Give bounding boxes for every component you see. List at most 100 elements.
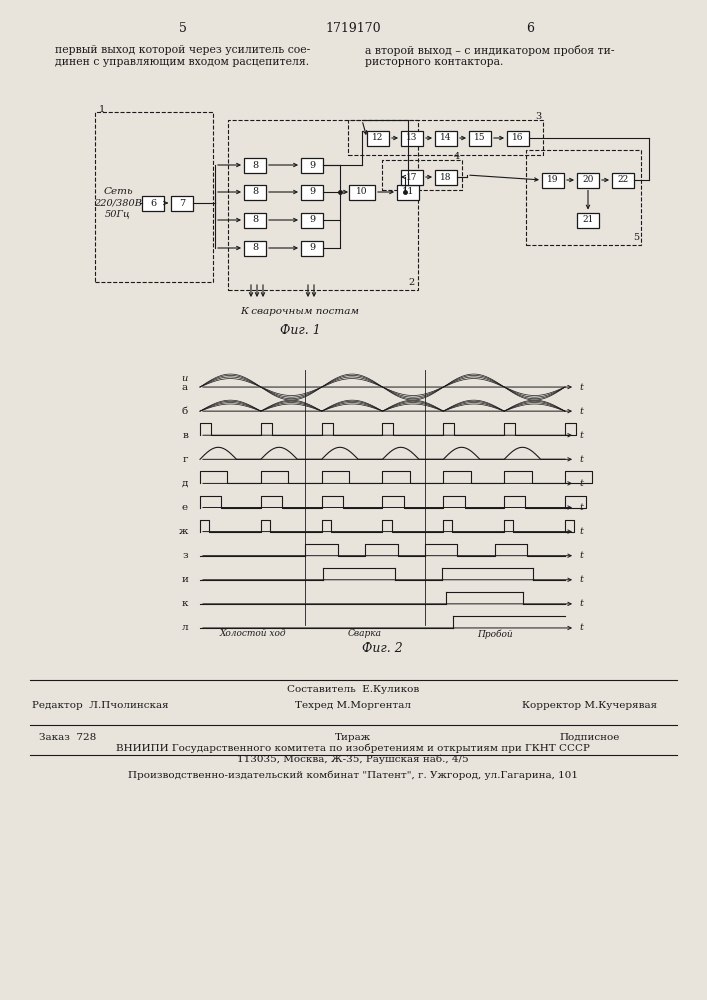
Text: t: t: [579, 431, 583, 440]
Bar: [349, 184, 375, 200]
Text: Фиг. 2: Фиг. 2: [362, 642, 403, 654]
Bar: [348, 120, 543, 155]
Bar: [435, 130, 457, 145]
Bar: [367, 130, 389, 145]
Text: 12: 12: [373, 133, 384, 142]
Bar: [142, 196, 164, 211]
Text: Корректор М.Кучерявая: Корректор М.Кучерявая: [522, 702, 658, 710]
Text: 15: 15: [474, 133, 486, 142]
Text: Заказ  728: Заказ 728: [40, 732, 97, 742]
Text: л: л: [182, 623, 188, 632]
Text: 11: 11: [402, 188, 414, 196]
Text: 6: 6: [526, 21, 534, 34]
Bar: [228, 120, 418, 290]
Text: 8: 8: [252, 188, 258, 196]
Text: 20: 20: [583, 176, 594, 184]
Text: и: и: [181, 575, 188, 584]
Text: Сварка: Сварка: [348, 630, 382, 639]
Text: первый выход которой через усилитель сое-: первый выход которой через усилитель сое…: [55, 45, 310, 55]
Bar: [244, 184, 266, 200]
Text: Пробой: Пробой: [477, 629, 513, 639]
Text: 1: 1: [99, 105, 105, 114]
Text: к: к: [182, 599, 188, 608]
Bar: [397, 184, 419, 200]
Text: 9: 9: [309, 216, 315, 225]
Bar: [244, 213, 266, 228]
Bar: [301, 240, 323, 255]
Bar: [301, 184, 323, 200]
Text: 50Гц: 50Гц: [105, 210, 131, 219]
Text: 16: 16: [513, 133, 524, 142]
Text: Техред М.Моргентал: Техред М.Моргентал: [295, 702, 411, 710]
Text: 9: 9: [309, 160, 315, 169]
Text: Подписное: Подписное: [560, 732, 620, 742]
Text: 14: 14: [440, 133, 452, 142]
Text: 10: 10: [356, 188, 368, 196]
Text: 5: 5: [179, 21, 187, 34]
Text: Производственно-издательский комбинат "Патент", г. Ужгород, ул.Гагарина, 101: Производственно-издательский комбинат "П…: [128, 770, 578, 780]
Text: з: з: [182, 551, 188, 560]
Text: динен с управляющим входом расцепителя.: динен с управляющим входом расцепителя.: [55, 57, 309, 67]
Text: 17: 17: [407, 172, 418, 182]
Text: Редактор  Л.Пчолинская: Редактор Л.Пчолинская: [32, 702, 168, 710]
Text: Составитель  Е.Куликов: Составитель Е.Куликов: [287, 686, 419, 694]
Text: t: t: [579, 623, 583, 632]
Text: Сеть: Сеть: [103, 188, 133, 196]
Text: Тираж: Тираж: [335, 732, 371, 742]
Text: 13: 13: [407, 133, 418, 142]
Bar: [542, 172, 564, 188]
Text: t: t: [579, 503, 583, 512]
Text: б: б: [182, 407, 188, 416]
Text: t: t: [579, 599, 583, 608]
Text: а второй выход – с индикатором пробоя ти-: а второй выход – с индикатором пробоя ти…: [365, 44, 614, 55]
Bar: [244, 240, 266, 255]
Bar: [526, 150, 641, 245]
Text: Холостой ход: Холостой ход: [219, 630, 286, 639]
Bar: [401, 130, 423, 145]
Text: 2: 2: [409, 278, 415, 287]
Text: 22: 22: [617, 176, 629, 184]
Text: а: а: [182, 383, 188, 392]
Text: 8: 8: [252, 216, 258, 225]
Text: t: t: [579, 575, 583, 584]
Text: 1719170: 1719170: [325, 21, 381, 34]
Text: 18: 18: [440, 172, 452, 182]
Text: t: t: [579, 383, 583, 392]
Text: ж: ж: [179, 527, 188, 536]
Text: u: u: [182, 374, 188, 383]
Text: 4: 4: [454, 152, 460, 161]
Text: 7: 7: [179, 198, 185, 208]
Text: t: t: [579, 455, 583, 464]
Text: ристорного контактора.: ристорного контактора.: [365, 57, 503, 67]
Text: 19: 19: [547, 176, 559, 184]
Text: 8: 8: [252, 243, 258, 252]
Bar: [382, 160, 462, 190]
Bar: [95, 112, 213, 282]
Bar: [301, 157, 323, 172]
Text: е: е: [182, 503, 188, 512]
Text: 220/380В: 220/380В: [94, 198, 142, 208]
Bar: [507, 130, 529, 145]
Bar: [171, 196, 193, 211]
Text: 113035, Москва, Ж-35, Раушская наб., 4/5: 113035, Москва, Ж-35, Раушская наб., 4/5: [237, 754, 469, 764]
Text: 3: 3: [534, 112, 541, 121]
Text: в: в: [182, 431, 188, 440]
Text: 21: 21: [583, 216, 594, 225]
Text: t: t: [579, 551, 583, 560]
Text: г: г: [182, 455, 188, 464]
Bar: [469, 130, 491, 145]
Text: ВНИИПИ Государственного комитета по изобретениям и открытиям при ГКНТ СССР: ВНИИПИ Государственного комитета по изоб…: [116, 743, 590, 753]
Bar: [244, 157, 266, 172]
Text: д: д: [182, 479, 188, 488]
Text: К сварочным постам: К сварочным постам: [240, 308, 359, 316]
Text: 5: 5: [633, 233, 639, 242]
Text: t: t: [579, 407, 583, 416]
Bar: [612, 172, 634, 188]
Text: 6: 6: [150, 198, 156, 208]
Bar: [577, 172, 599, 188]
Bar: [301, 213, 323, 228]
Text: t: t: [579, 479, 583, 488]
Text: t: t: [579, 527, 583, 536]
Text: 8: 8: [252, 160, 258, 169]
Text: 9: 9: [309, 243, 315, 252]
